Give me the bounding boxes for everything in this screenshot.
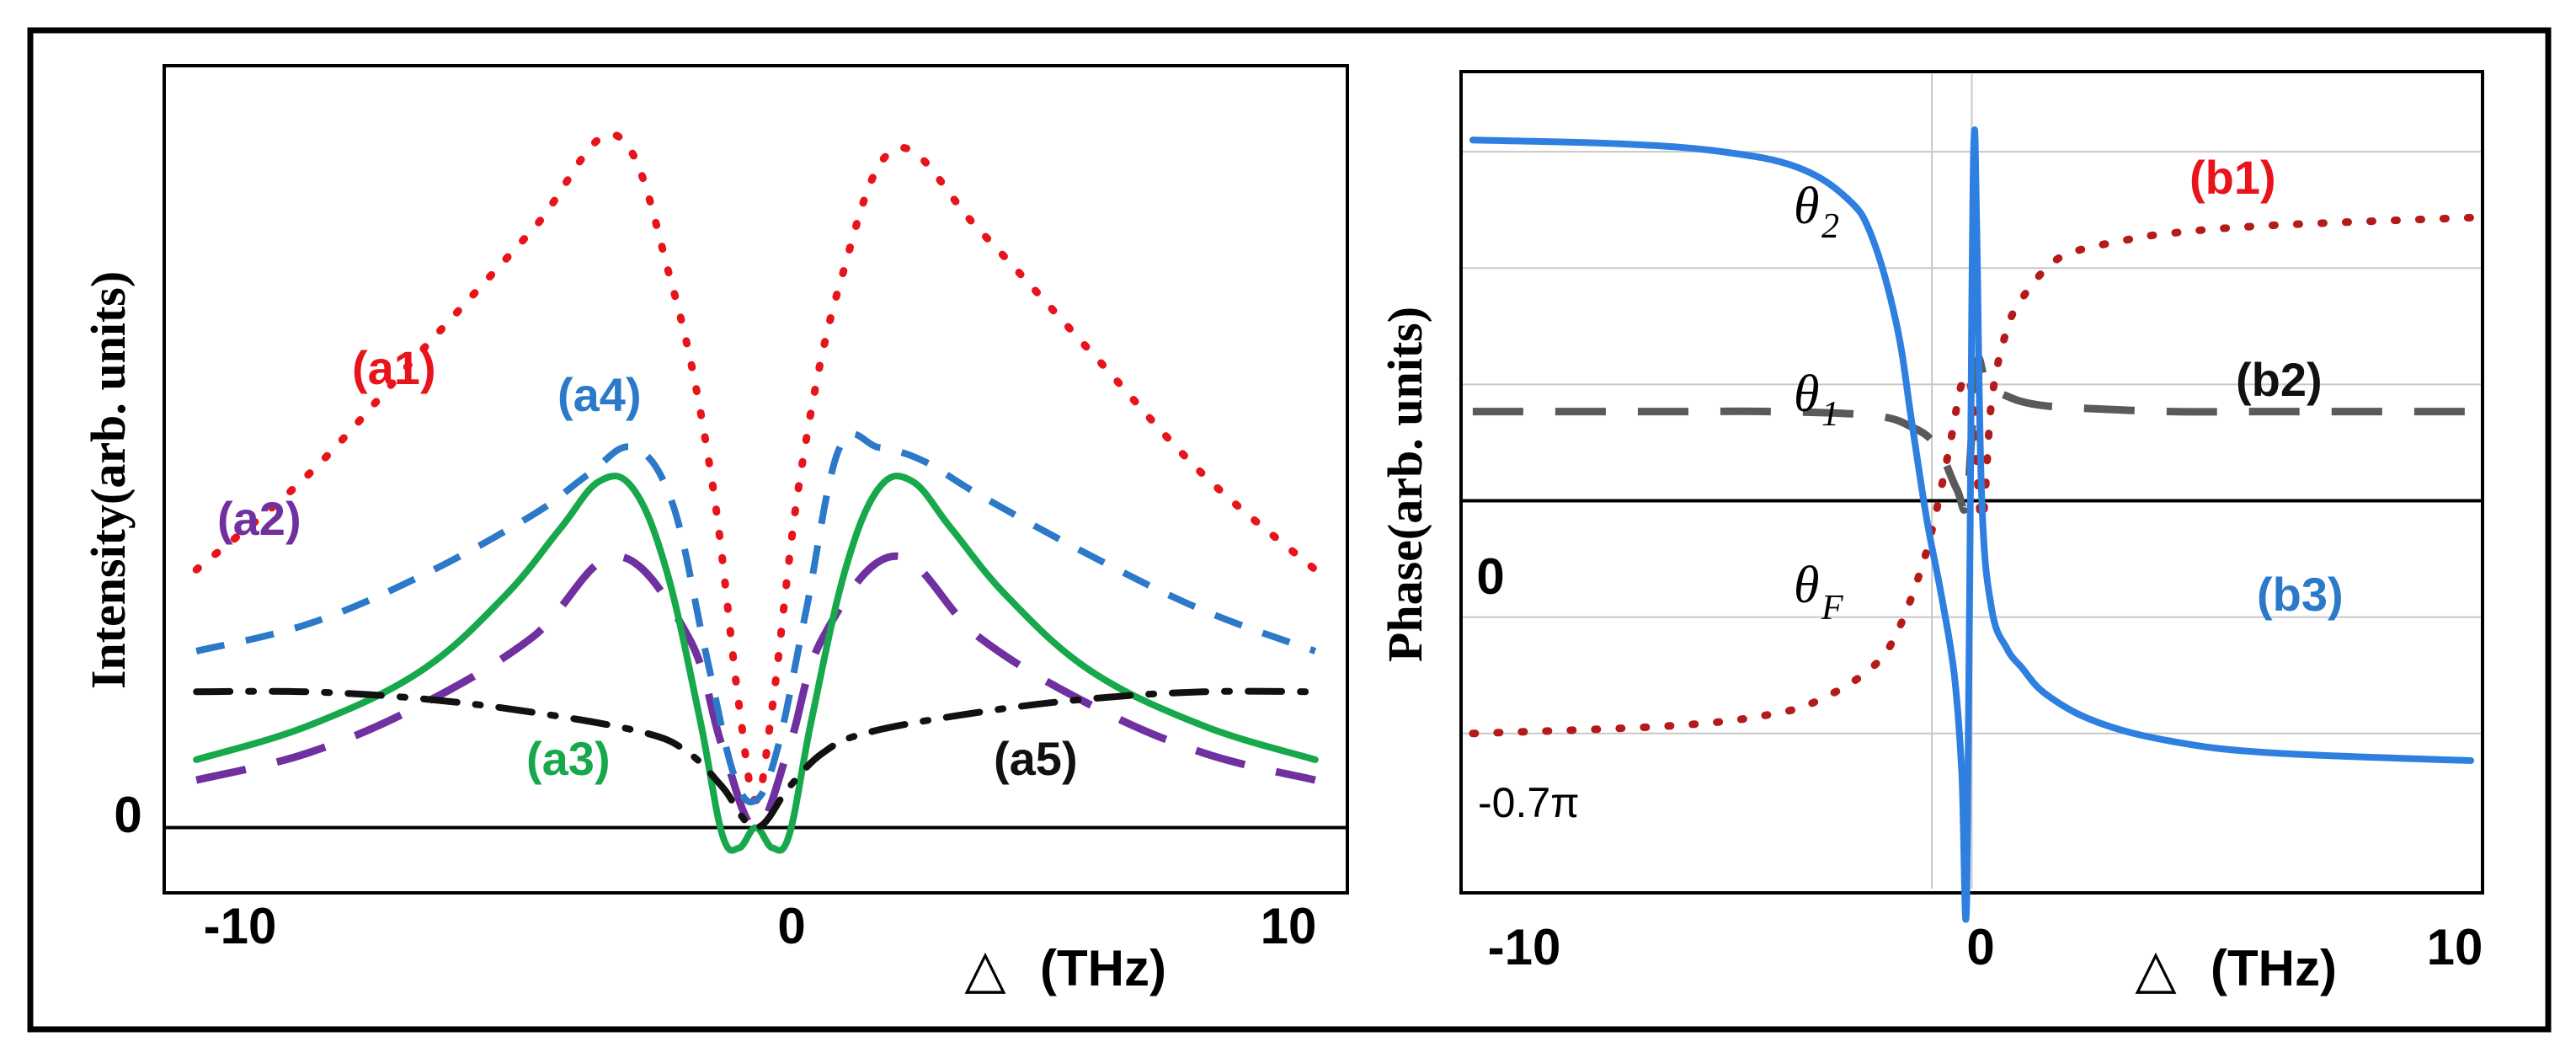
panel-a-series-a2 xyxy=(195,552,1316,831)
panel-a-intensity-chart: Intensity(arb. units) 0 -10 0 10 △ (THz)… xyxy=(81,64,1349,999)
theta-2-symbol: θ xyxy=(1794,178,1819,235)
panel-a-ylabel: Intensity(arb. units) xyxy=(81,271,136,689)
panel-b-xtick-10: 10 xyxy=(2427,919,2483,975)
outer-frame xyxy=(27,27,2552,1033)
panel-a-plot-frame xyxy=(163,64,1349,895)
theta-f-label: θ F xyxy=(1794,557,1843,628)
label-a5: (a5) xyxy=(994,732,1078,785)
panel-a-delta-symbol: △ xyxy=(964,938,1006,999)
label-a3: (a3) xyxy=(526,732,611,785)
panel-b-neg-label: -0.7π xyxy=(1478,779,1580,826)
panel-a-xtick-neg10: -10 xyxy=(204,898,277,954)
panel-a-series-a4 xyxy=(195,430,1317,806)
panel-b-phase-chart: Phase(arb. units) 0 -0.7π -10 0 10 △ (TH… xyxy=(1378,70,2484,999)
label-b2: (b2) xyxy=(2236,353,2323,406)
panel-b-xunit: (THz) xyxy=(2211,940,2337,996)
panel-b-ylabel: Phase(arb. units) xyxy=(1378,307,1432,662)
panel-b-delta-symbol: △ xyxy=(2135,938,2177,999)
panel-b-zero-label: 0 xyxy=(1476,548,1504,605)
panel-a-xunit: (THz) xyxy=(1040,940,1166,996)
label-a4: (a4) xyxy=(557,368,642,421)
theta-f-symbol: θ xyxy=(1794,557,1819,614)
label-a2: (a2) xyxy=(217,492,301,545)
theta-2-label: θ 2 xyxy=(1794,178,1839,246)
panel-a-zero-label: 0 xyxy=(114,787,141,843)
panel-b-series-group xyxy=(1469,126,2475,923)
theta-f-subscript: F xyxy=(1821,589,1843,628)
panel-a-series-group xyxy=(192,131,1320,854)
panel-b-xtick-0: 0 xyxy=(1966,919,1994,975)
panel-b-xtick-neg10: -10 xyxy=(1488,919,1561,975)
panel-a-xtick-0: 0 xyxy=(777,898,805,954)
panel-a-series-a5 xyxy=(193,687,1319,831)
panel-a-xtick-10: 10 xyxy=(1261,898,1317,954)
theta-1-subscript: 1 xyxy=(1821,395,1839,434)
label-b1: (b1) xyxy=(2189,151,2276,204)
theta-1-symbol: θ xyxy=(1794,366,1819,423)
panel-a-series-a3 xyxy=(193,473,1319,854)
theta-1-label: θ 1 xyxy=(1794,366,1839,434)
theta-2-subscript: 2 xyxy=(1821,207,1839,246)
panel-b-series-b3 xyxy=(1469,126,2475,923)
label-b3: (b3) xyxy=(2257,568,2344,621)
label-a1: (a1) xyxy=(352,341,436,394)
